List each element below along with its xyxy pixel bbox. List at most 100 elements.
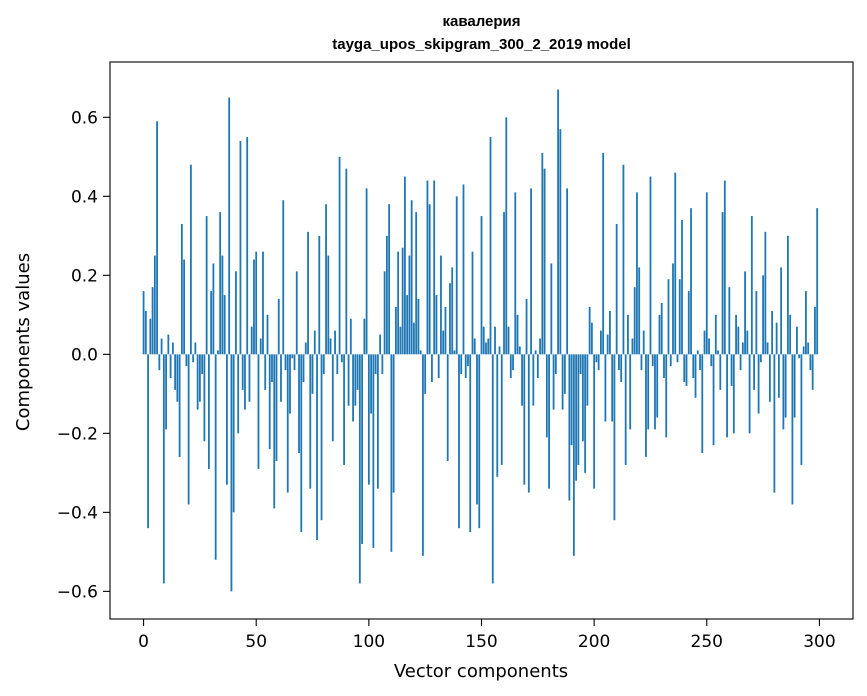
bar [563,354,566,394]
bar [796,326,798,355]
bar [399,326,402,355]
bar [473,338,476,355]
bar [590,322,593,355]
bar [196,354,199,410]
bar [638,267,641,355]
bar [696,350,699,355]
bar [156,121,158,355]
bar [194,342,197,355]
bar [424,354,427,394]
bar [462,184,465,355]
bar [755,291,758,355]
bar [642,330,645,355]
bar [491,354,494,584]
bar [428,204,431,355]
bar [485,342,487,355]
bar [422,354,424,556]
bar [329,338,332,355]
bar [147,354,149,529]
bar [503,212,505,355]
x-axis-label: Vector components [394,661,568,682]
bar [392,354,395,493]
bar [512,354,514,371]
bar [656,354,659,418]
bar [683,354,686,382]
bar [579,354,582,375]
bar [201,354,204,375]
bar [413,322,415,355]
bar [548,354,550,489]
bar [735,314,737,355]
bar [219,212,222,355]
bar [613,354,616,521]
bar [187,354,190,505]
bar [552,354,555,410]
bar [694,354,697,398]
bar [178,354,181,458]
bar [793,354,796,418]
bar [703,330,706,355]
bar [719,354,722,390]
bar [408,255,411,355]
bar [780,267,783,355]
bar [331,354,334,442]
bar [500,354,503,465]
bar [609,310,611,355]
bar [183,259,186,355]
bar [777,354,780,398]
bar [604,354,607,422]
bar [365,188,368,355]
bar [487,338,490,355]
bar [153,255,156,355]
bar [737,326,740,355]
bar [568,354,571,501]
bar [782,354,785,430]
chart-title-line-1: кавалерия [442,13,521,30]
bar [685,354,688,386]
bar [440,255,442,355]
bar [185,354,188,367]
bar [309,354,312,489]
bar [687,291,690,355]
bar [322,354,325,375]
bar [665,354,668,438]
bar [295,271,298,355]
bar [816,208,819,355]
bar [230,354,233,592]
y-tick-label: −0.4 [57,503,98,523]
bar [318,235,321,355]
bar [192,354,195,363]
bar [624,354,627,465]
y-tick-label: 0.6 [71,108,98,128]
bar [144,310,147,355]
bar [717,350,719,355]
bar [690,208,692,355]
bar [347,354,350,406]
bar [320,354,323,521]
bar [726,354,728,438]
bar [383,271,386,355]
bar [545,354,548,438]
bar [791,354,794,505]
bar [478,354,481,529]
bar [390,354,393,552]
bar [435,295,438,355]
bar [151,287,154,355]
bar [541,152,544,355]
bar [158,354,161,371]
bar [595,354,598,363]
bar [241,354,244,390]
bar [467,354,469,367]
bar [518,346,521,355]
bar [316,354,318,540]
bar [566,188,569,355]
bar [426,180,429,355]
bar [705,192,708,355]
bar [446,354,449,461]
x-tick-label: 100 [353,632,385,652]
bar [570,354,573,446]
bar [539,338,541,355]
bar [284,354,287,371]
bar [210,291,213,355]
bar [606,334,609,355]
